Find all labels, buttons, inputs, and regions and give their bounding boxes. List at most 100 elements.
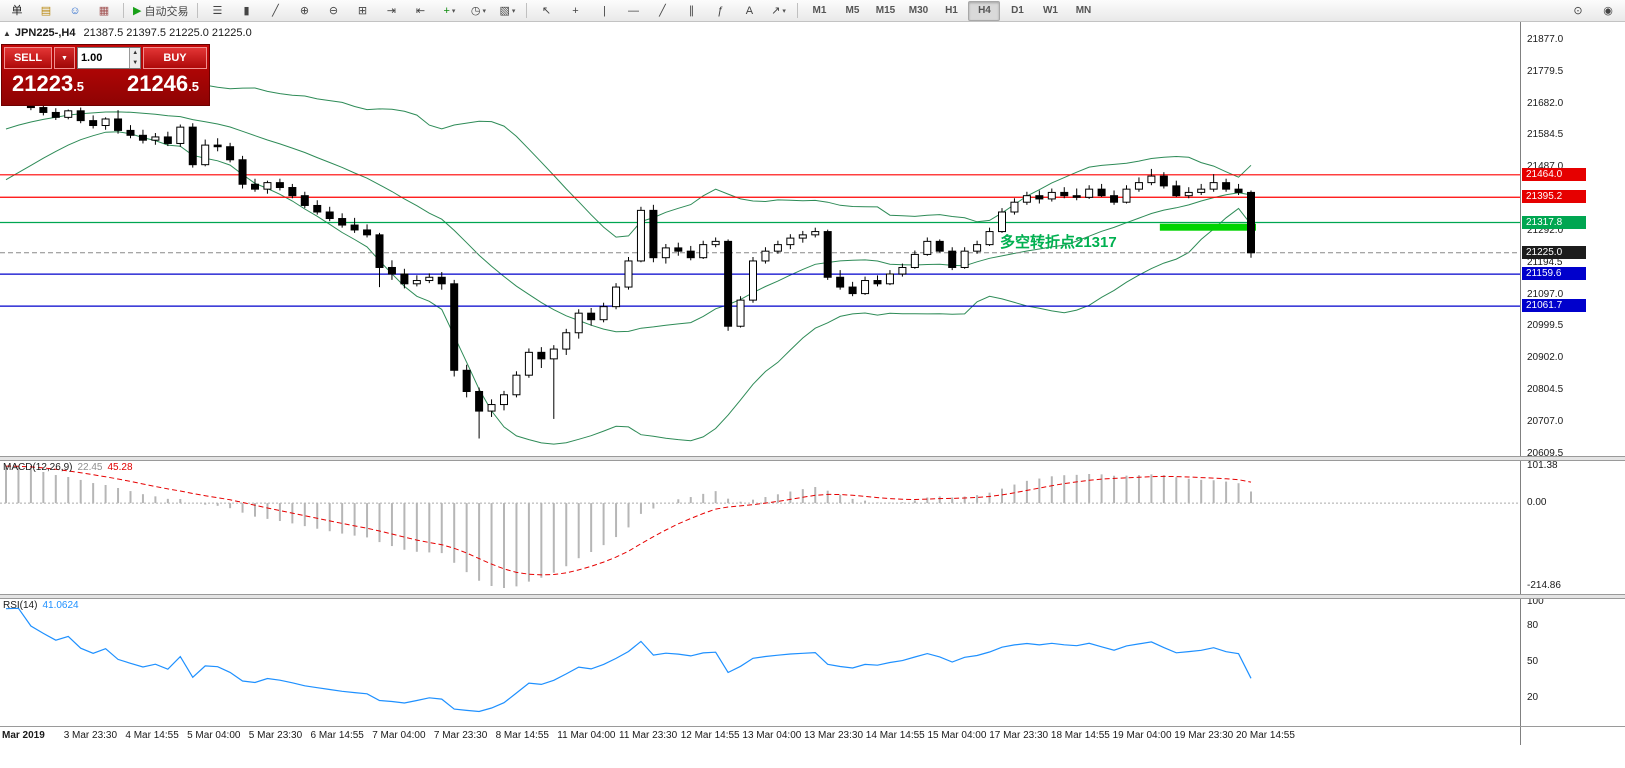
arrow-objects-icon: ↗ <box>771 4 781 17</box>
bar-chart-button[interactable]: ☰ <box>203 1 231 21</box>
timeframe-D1-button[interactable]: D1 <box>1011 5 1024 16</box>
data-window-button[interactable]: ▦ <box>90 1 118 21</box>
autotrading-button[interactable]: ▶ 自动交易 <box>129 1 192 21</box>
templates-button[interactable]: ▧ ▾ <box>493 1 521 21</box>
timeframe-M15-button[interactable]: M15 <box>875 5 896 16</box>
time-axis-label: 20 Mar 14:55 <box>1236 730 1295 741</box>
new-order-button[interactable]: 单 <box>3 1 31 21</box>
trendline-icon: ╱ <box>659 4 666 17</box>
dropdown-caret-icon: ▾ <box>782 7 786 15</box>
vertical-line-button[interactable]: | <box>590 1 618 21</box>
sell-button[interactable]: SELL <box>4 47 52 69</box>
horizontal-line-button[interactable]: — <box>619 1 647 21</box>
rsi-scale-label: 50 <box>1527 656 1539 667</box>
candle-body <box>749 260 757 301</box>
cursor-button[interactable]: ↖ <box>532 1 560 21</box>
price-badge: 21225.0 <box>1522 245 1586 259</box>
chart-shift-icon: ⇤ <box>415 4 426 17</box>
chart-shift-button[interactable]: ⇤ <box>406 1 434 21</box>
volume-decrease-button[interactable]: ▼ <box>132 60 139 66</box>
zoom-in-button[interactable]: ⊕ <box>290 1 318 21</box>
indicators-list-icon: + <box>443 4 450 17</box>
toolbar-separator <box>797 3 799 18</box>
volume-increase-button[interactable]: ▲ <box>132 50 139 56</box>
profiles-button[interactable]: ☺ <box>61 1 89 21</box>
macd-label: MACD(12,26,9) 22.45 45.28 <box>3 462 133 473</box>
arrow-objects-button[interactable]: ↗ ▾ <box>764 1 792 21</box>
candle-body <box>674 247 683 252</box>
macd-panel[interactable] <box>0 460 1520 594</box>
candle-body <box>612 286 621 308</box>
price-chart-panel[interactable] <box>0 22 1520 456</box>
candle-body <box>686 250 695 259</box>
time-axis-label: 7 Mar 04:00 <box>372 730 426 741</box>
tile-windows-button[interactable]: ⊞ <box>348 1 376 21</box>
price-scale[interactable]: 21877.021779.521682.021584.521487.021389… <box>1520 22 1625 745</box>
candle-body <box>861 280 870 295</box>
candle-body <box>1209 182 1218 190</box>
chart-annotation-text[interactable]: 多空转折点21317 <box>1000 234 1117 251</box>
dropdown-caret-icon: ▾ <box>511 7 516 15</box>
buy-button[interactable]: BUY <box>143 47 207 69</box>
candle-body <box>1172 185 1181 197</box>
text-label-button[interactable]: A <box>735 1 763 21</box>
timeframe-M1-button[interactable]: M1 <box>812 5 827 16</box>
candle-body <box>437 276 446 285</box>
time-axis-label: 3 Mar 23:30 <box>63 730 118 741</box>
candle-body <box>724 240 733 327</box>
search-symbol-button[interactable]: ⊙ <box>1564 1 1592 21</box>
timeframe-M5-button[interactable]: M5 <box>845 5 860 16</box>
equidistant-channel-button[interactable]: ∥ <box>677 1 705 21</box>
candle-body <box>923 240 932 255</box>
indicators-list-button[interactable]: + ▾ <box>435 1 463 21</box>
line-chart-button[interactable]: ╱ <box>261 1 289 21</box>
rsi-scale-label: 20 <box>1527 692 1539 703</box>
price-badge: 21159.6 <box>1522 267 1586 281</box>
crosshair-icon: + <box>572 4 579 17</box>
volume-input[interactable] <box>77 48 130 68</box>
community-button[interactable]: ◉ <box>1594 1 1622 21</box>
tile-windows-icon: ⊞ <box>357 4 368 17</box>
timeframe-H1-button[interactable]: H1 <box>945 5 958 16</box>
trendline-button[interactable]: ╱ <box>648 1 676 21</box>
timeframe-W1-button[interactable]: W1 <box>1042 5 1058 16</box>
periods-button[interactable]: ◷ ▾ <box>464 1 492 21</box>
timeframe-MN-button[interactable]: MN <box>1075 5 1092 16</box>
price-scale-label: 21292.0 <box>1527 224 1564 236</box>
rsi-panel[interactable] <box>0 598 1520 726</box>
price-scale-label: 20999.5 <box>1527 320 1564 332</box>
candle-body <box>387 266 396 275</box>
panel-splitter[interactable] <box>0 456 1625 461</box>
one-click-toggle-icon[interactable]: ▲ <box>3 29 11 38</box>
toolbar-separator <box>123 3 124 18</box>
auto-scroll-button[interactable]: ⇥ <box>377 1 405 21</box>
toolbar-separator <box>197 3 199 18</box>
panel-splitter[interactable] <box>0 594 1625 599</box>
timeframe-M30-button[interactable]: M30 <box>908 5 929 16</box>
time-axis-label: 11 Mar 04:00 <box>557 730 616 741</box>
candle-body <box>313 204 322 213</box>
highlight-bar[interactable] <box>1159 223 1256 231</box>
candle-body <box>1022 195 1031 203</box>
price-scale-label: 21877.0 <box>1527 34 1564 45</box>
crosshair-button[interactable]: + <box>561 1 589 21</box>
price-scale-label: 21682.0 <box>1527 97 1564 109</box>
candle-body <box>1072 195 1081 198</box>
candle-body <box>985 231 994 246</box>
time-axis[interactable]: Mar 2019 3 Mar 23:30 4 Mar 14:55 5 Mar 04:0… <box>0 727 1520 745</box>
candle-body <box>151 136 160 141</box>
candle-body <box>462 369 471 393</box>
chart-window-button[interactable]: ▤ <box>32 1 60 21</box>
candle-body <box>263 182 272 190</box>
candle-body <box>425 276 434 282</box>
timeframe-H4-button[interactable]: H4 <box>968 0 1001 21</box>
candlestick-chart-button[interactable]: ▮ <box>232 1 260 21</box>
fibonacci-retracement-button[interactable]: ƒ <box>706 1 734 21</box>
volume-preset-dropdown[interactable]: ▼ <box>54 47 75 69</box>
candle-body <box>910 253 919 268</box>
bollinger-middle-band <box>5 111 1252 333</box>
zoom-out-button[interactable]: ⊖ <box>319 1 347 21</box>
price-scale-label: 21779.5 <box>1527 65 1564 77</box>
rsi-label: RSI(14) 41.0624 <box>3 600 79 611</box>
one-click-trading-panel: SELL ▼ ▲ ▼ BUY 21223.5 21246.5 <box>1 44 210 106</box>
